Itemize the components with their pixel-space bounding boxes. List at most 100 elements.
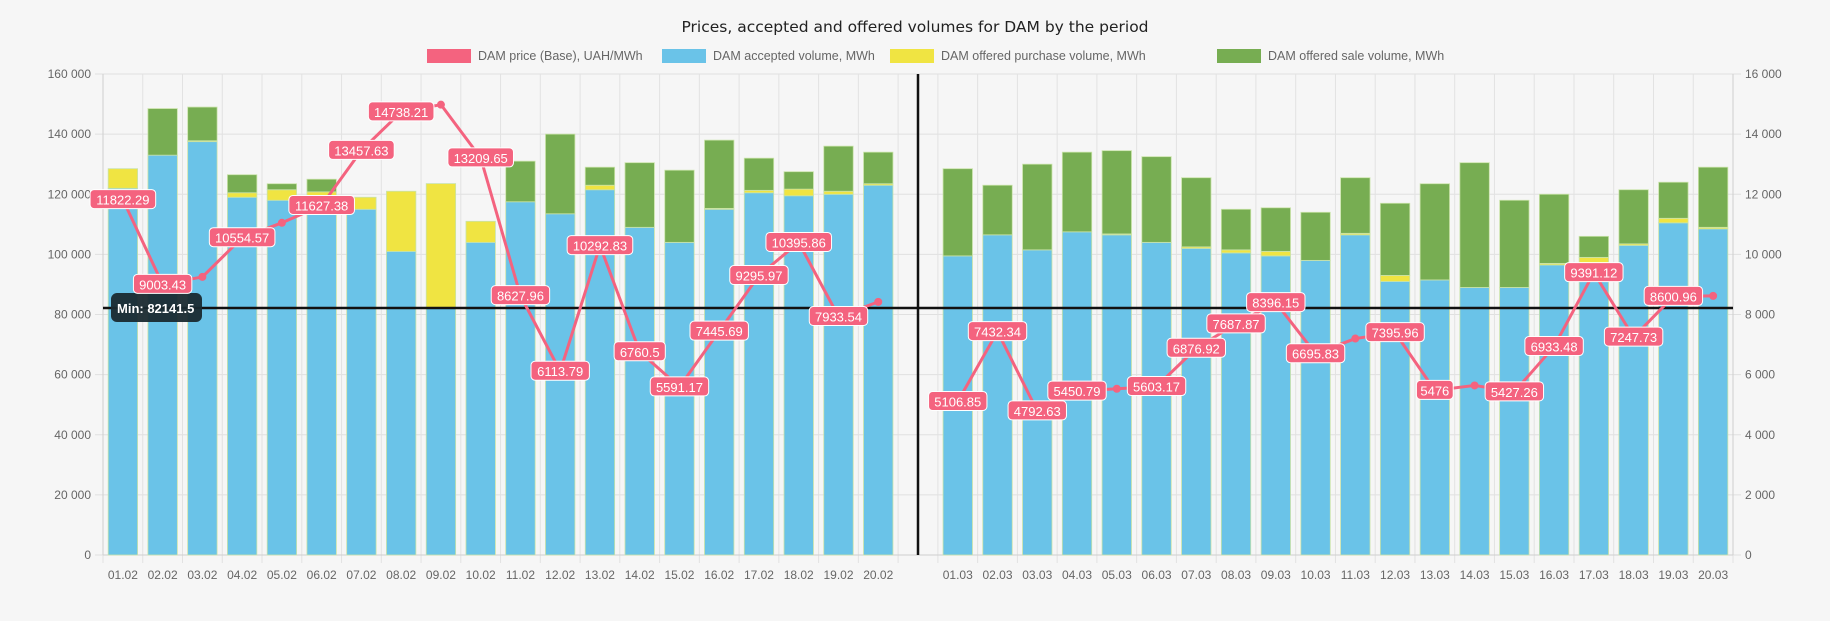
x-tick-label: 04.02 [227,568,257,582]
bar-segment-2 [823,190,854,195]
legend-label-3: DAM offered sale volume, MWh [1268,49,1444,63]
price-label-bg [1415,379,1454,400]
price-data-label: 9295.97 [729,265,789,286]
bar-segment-1 [425,307,457,556]
price-point [436,100,445,109]
bar-segment-2 [227,192,258,198]
y-left-tick: 60 000 [54,368,91,382]
x-tick-label: 03.03 [1022,568,1052,582]
legend-label-1: DAM accepted volume, MWh [713,49,875,63]
bar-segment-1 [823,193,854,556]
bar-segment-3 [1061,151,1093,233]
bar-segment-3 [1340,177,1371,234]
bar-segment-1 [1698,228,1729,556]
bar-segment-3 [823,145,854,192]
x-tick-label: 20.02 [863,568,893,582]
bar-segment-1 [783,195,814,556]
price-label-bg [1047,380,1107,401]
bar-segment-3 [743,157,775,191]
y-left-tick: 20 000 [54,488,91,502]
y-left-tick: 0 [84,548,91,562]
x-tick-label: 18.03 [1619,568,1649,582]
x-tick-label: 15.02 [664,568,694,582]
bar-segment-3 [1698,166,1729,228]
bar-segment-1 [1220,252,1252,556]
price-label-bg [649,376,710,397]
x-tick-label: 15.03 [1499,568,1529,582]
bar-segment-1 [1499,287,1530,556]
x-tick-label: 01.03 [943,568,973,582]
price-data-label: 7687.87 [1206,313,1266,334]
legend-label-2: DAM offered purchase volume, MWh [941,49,1146,63]
y-right-tick: 10 000 [1745,247,1782,261]
x-tick-label: 01.02 [108,568,138,582]
price-label-bg [132,273,193,294]
price-label-bg [808,305,869,326]
x-tick-label: 07.02 [346,568,376,582]
price-label-text: 6760.5 [620,345,660,360]
bar-segment-1 [1658,222,1689,556]
x-tick-label: 08.03 [1221,568,1251,582]
price-label-text: 14738.21 [374,105,428,120]
price-label-text: 7933.54 [815,309,862,324]
price-label-bg [1285,343,1346,364]
price-label-bg [1484,381,1545,402]
bar-segment-1 [1419,279,1450,556]
x-tick-label: 13.03 [1420,568,1450,582]
bar-segment-3 [266,183,298,191]
y-right-tick: 8 000 [1745,308,1775,322]
price-data-label: 6876.92 [1166,337,1226,358]
price-data-label: 11627.38 [288,194,355,215]
price-point [874,297,883,306]
price-label-bg [689,320,749,341]
bar-segment-1 [1181,247,1212,556]
bar-segment-1 [982,234,1013,556]
bar-segment-1 [1340,234,1371,556]
price-label-text: 7395.96 [1372,326,1419,341]
price-data-label: 5591.17 [649,376,710,397]
x-tick-label: 14.03 [1460,568,1490,582]
legend: DAM price (Base), UAH/MWh DAM accepted vo… [427,49,1444,63]
x-tick-label: 11.03 [1341,568,1370,582]
y-right-tick: 4 000 [1745,428,1775,442]
price-label-bg [967,321,1028,342]
bar-segment-3 [147,108,178,156]
price-data-label: 6760.5 [613,341,666,362]
price-label-bg [1564,262,1624,283]
x-tick-label: 09.02 [426,568,456,582]
price-label-text: 5427.26 [1491,385,1538,400]
legend-label-0: DAM price (Base), UAH/MWh [478,49,643,63]
bars [107,106,1729,556]
x-tick-label: 14.02 [625,568,655,582]
legend-swatch-0 [427,49,471,63]
price-data-label: 4792.63 [1007,400,1067,421]
price-data-label: 7445.69 [689,320,749,341]
legend-swatch-2 [890,49,934,63]
price-label-text: 7445.69 [696,324,743,339]
price-label-text: 11822.29 [96,193,149,208]
price-label-text: 7432.34 [974,325,1021,340]
price-label-text: 8600.96 [1650,289,1697,304]
x-tick-label: 17.03 [1579,568,1609,582]
bar-segment-1 [465,241,496,556]
price-label-text: 5450.79 [1054,384,1101,399]
bar-segment-1 [147,154,178,556]
price-label-bg [1206,313,1266,334]
bar-segment-3 [1459,162,1490,288]
price-data-label: 8627.96 [490,285,551,306]
price-label-text: 8627.96 [497,289,544,304]
price-label-bg [613,341,666,362]
price-label-bg [1603,326,1664,347]
price-label-text: 5591.17 [656,380,703,395]
price-data-label: 10292.83 [566,235,634,256]
x-tick-label: 10.03 [1301,568,1331,582]
price-data-label: 6113.79 [530,360,590,381]
price-data-label: 5106.85 [928,390,988,411]
bar-segment-1 [704,208,735,556]
bar-segment-1 [545,213,576,556]
price-data-label: 7432.34 [967,321,1028,342]
bar-segment-3 [1538,193,1570,264]
y-right-tick: 12 000 [1745,187,1782,201]
bar-segment-1 [346,208,377,556]
bar-segment-3 [863,151,894,185]
